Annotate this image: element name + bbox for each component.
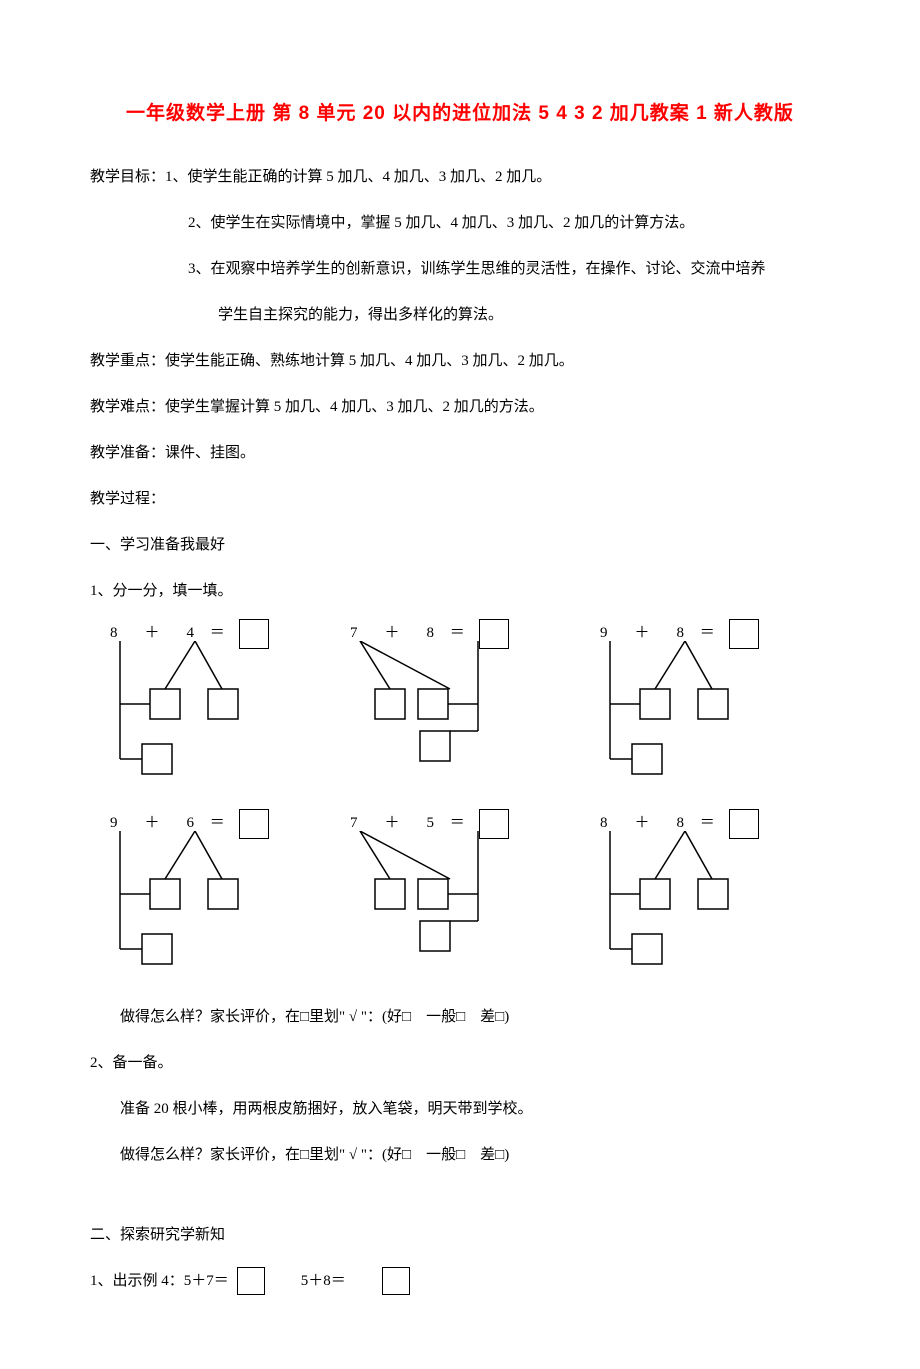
split-tree-svg: [100, 831, 320, 981]
item-1: 1、分一分，填一填。: [90, 573, 830, 609]
teaching-goals: 教学目标：1、使学生能正确的计算 5 加几、4 加几、3 加几、2 加几。: [90, 159, 830, 195]
split-diagram: 9 ＋ 8 ＝: [600, 619, 820, 789]
parent-review-2: 做得怎么样？家长评价，在□里划" √ "：(好□ 一般□ 差□): [90, 1137, 830, 1173]
goal-2: 2、使学生在实际情境中，掌握 5 加几、4 加几、3 加几、2 加几的计算方法。: [90, 205, 830, 241]
split-diagram: 8 ＋ 4 ＝: [100, 619, 320, 789]
goal-3: 3、在观察中培养学生的创新意识，训练学生思维的灵活性，在操作、讨论、交流中培养: [90, 251, 830, 287]
goal-label: 教学目标：: [90, 169, 165, 185]
document-title: 一年级数学上册 第 8 单元 20 以内的进位加法 5 4 3 2 加几教案 1…: [90, 100, 830, 129]
example-4-second: 5＋8＝: [301, 1263, 346, 1299]
split-diagram: 8 ＋ 8 ＝: [600, 809, 820, 979]
goal-3b: 学生自主探究的能力，得出多样化的算法。: [90, 297, 830, 333]
split-tree-svg: [350, 641, 570, 791]
parent-review-1: 做得怎么样？家长评价，在□里划" √ "：(好□ 一般□ 差□): [90, 999, 830, 1035]
item-2-line1: 准备 20 根小棒，用两根皮筋捆好，放入笔袋，明天带到学校。: [90, 1091, 830, 1127]
example-4-label: 1、出示例 4：5＋7＝: [90, 1263, 229, 1299]
teaching-prepare: 教学准备：课件、挂图。: [90, 435, 830, 471]
split-tree-svg: [600, 831, 820, 981]
document-page: 一年级数学上册 第 8 单元 20 以内的进位加法 5 4 3 2 加几教案 1…: [0, 0, 920, 1369]
teaching-process: 教学过程：: [90, 481, 830, 517]
answer-box: [237, 1267, 265, 1295]
split-tree-svg: [100, 641, 320, 791]
teaching-focus: 教学重点：使学生能正确、熟练地计算 5 加几、4 加几、3 加几、2 加几。: [90, 343, 830, 379]
diagram-row-1: 8 ＋ 4 ＝ 7 ＋ 8 ＝: [90, 619, 830, 789]
split-diagram: 9 ＋ 6 ＝: [100, 809, 320, 979]
answer-box: [382, 1267, 410, 1295]
diagram-row-2: 9 ＋ 6 ＝ 7 ＋ 5 ＝: [90, 809, 830, 979]
item-2: 2、备一备。: [90, 1045, 830, 1081]
section-2: 二、探索研究学新知: [90, 1217, 830, 1253]
teaching-difficulty: 教学难点：使学生掌握计算 5 加几、4 加几、3 加几、2 加几的方法。: [90, 389, 830, 425]
section-1: 一、学习准备我最好: [90, 527, 830, 563]
goal-1: 1、使学生能正确的计算 5 加几、4 加几、3 加几、2 加几。: [165, 169, 551, 185]
example-4-row: 1、出示例 4：5＋7＝ 5＋8＝: [90, 1263, 830, 1299]
split-tree-svg: [600, 641, 820, 791]
split-tree-svg: [350, 831, 570, 981]
split-diagram: 7 ＋ 5 ＝: [350, 809, 570, 979]
split-diagram: 7 ＋ 8 ＝: [350, 619, 570, 789]
